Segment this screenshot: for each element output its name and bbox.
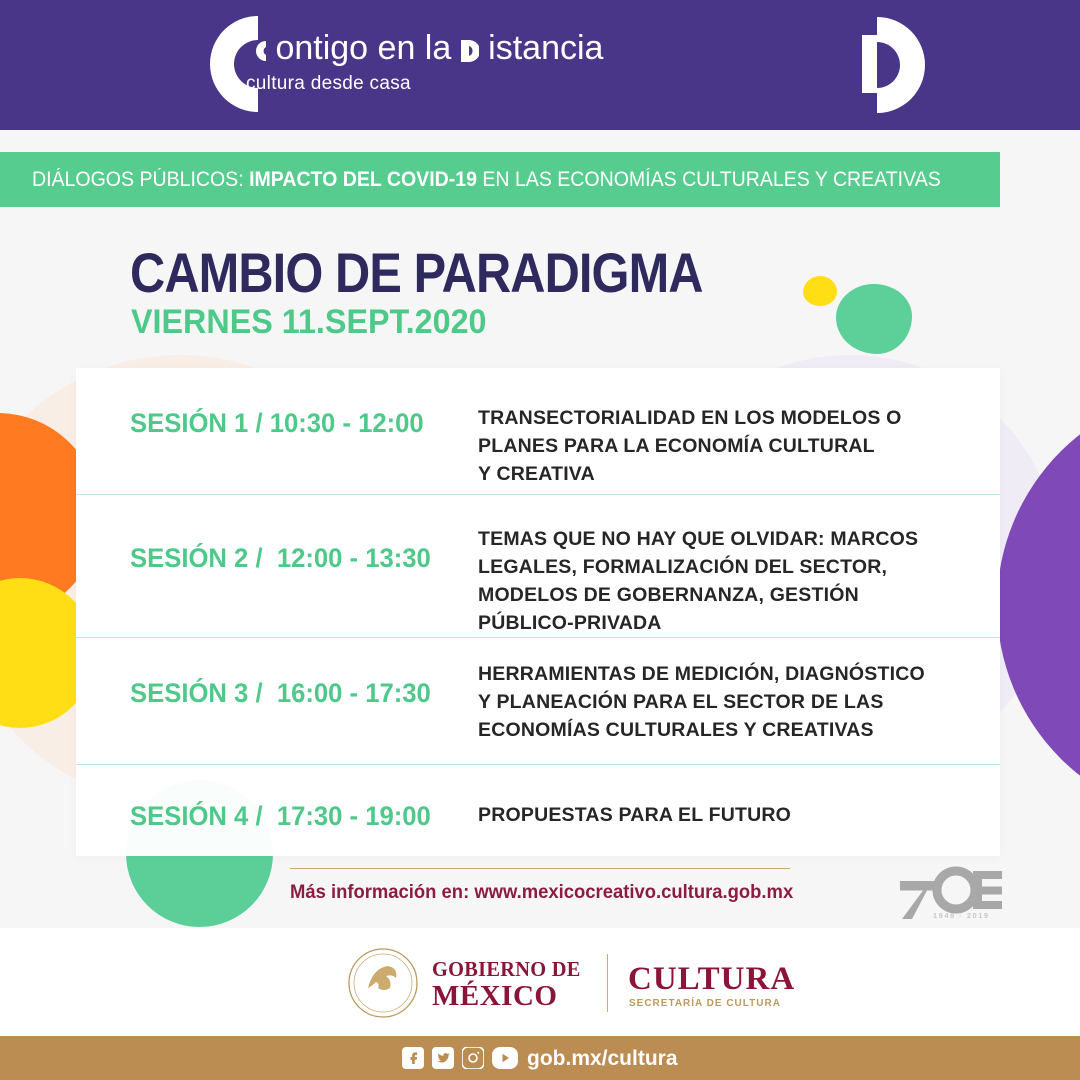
svg-text:1949 - 2019: 1949 - 2019 [933,911,990,920]
